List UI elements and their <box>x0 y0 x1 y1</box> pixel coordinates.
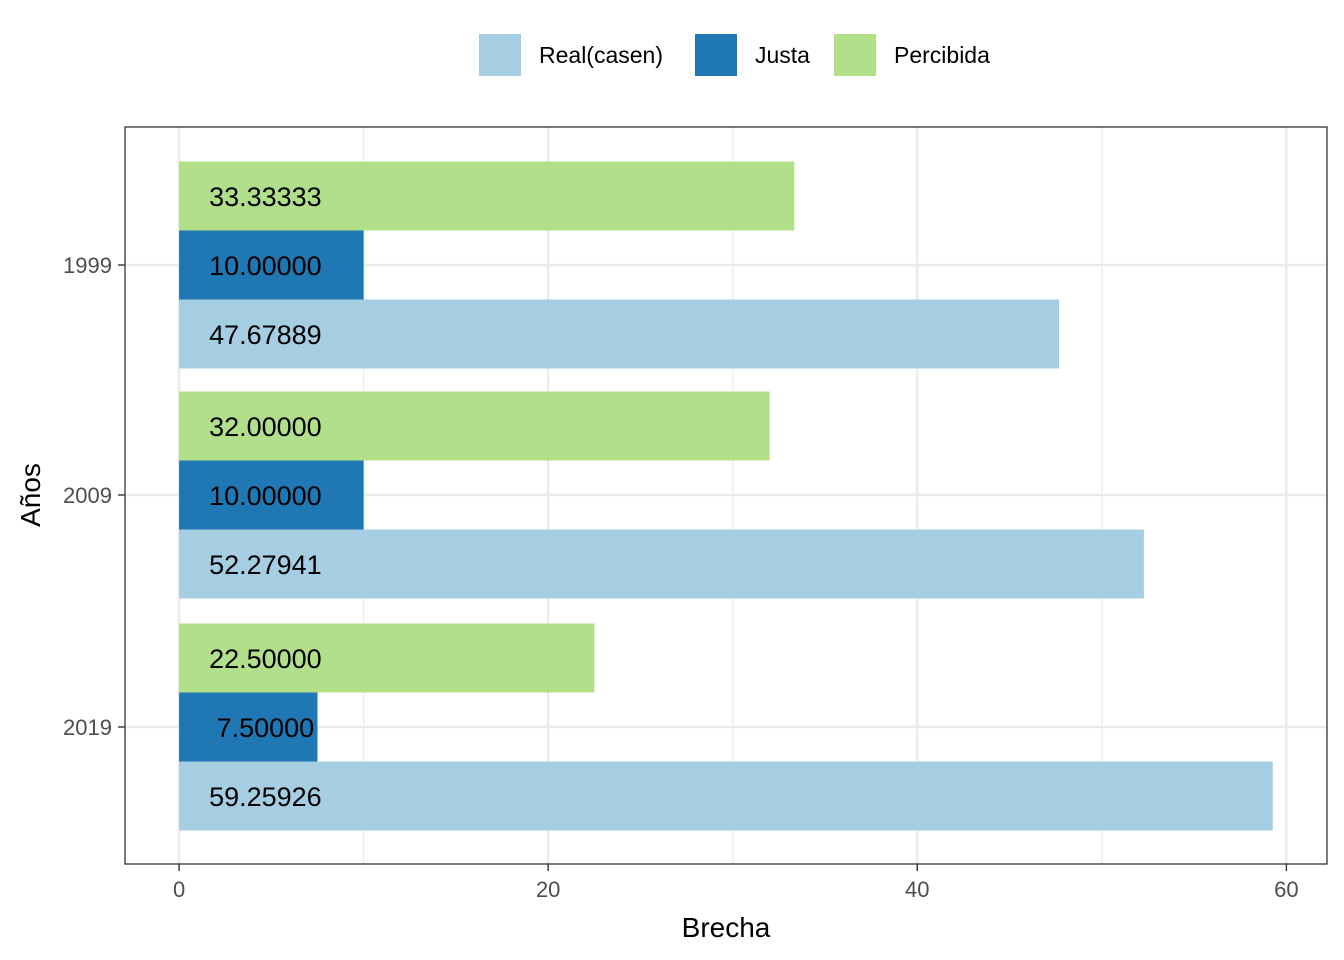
x-axis: 0 20 40 60 <box>173 864 1299 902</box>
bar <box>179 460 364 530</box>
y-tick-label: 1999 <box>63 253 112 278</box>
bar-value-label: 10.00000 <box>209 481 322 511</box>
bar <box>179 692 318 762</box>
bar <box>179 230 364 300</box>
x-tick-label: 60 <box>1274 877 1298 902</box>
legend-key <box>479 34 521 76</box>
bar-value-label: 33.33333 <box>209 182 322 212</box>
y-axis: 1999 2009 2019 <box>63 253 125 740</box>
legend-key <box>695 34 737 76</box>
bars <box>179 161 1273 831</box>
bar <box>179 161 795 231</box>
legend-label: Real(casen) <box>539 42 663 68</box>
legend-label: Justa <box>755 42 810 68</box>
bar-value-label: 7.50000 <box>209 713 314 743</box>
x-tick-label: 0 <box>173 877 185 902</box>
legend-key <box>834 34 876 76</box>
x-tick-label: 40 <box>905 877 929 902</box>
bar <box>179 761 1273 831</box>
bar <box>179 391 770 461</box>
bar-value-label: 59.25926 <box>209 782 322 812</box>
bar-value-label: 52.27941 <box>209 550 322 580</box>
bar-value-label: 22.50000 <box>209 644 322 674</box>
y-tick-label: 2009 <box>63 483 112 508</box>
bar <box>179 529 1144 599</box>
legend-label: Percibida <box>894 42 990 68</box>
x-axis-title: Brecha <box>682 912 771 943</box>
bar-value-label: 47.67889 <box>209 320 322 350</box>
bar-labels: 33.33333 10.00000 47.67889 32.00000 10.00000… <box>209 182 322 812</box>
bar-value-label: 10.00000 <box>209 251 322 281</box>
bar <box>179 299 1060 369</box>
legend: Real(casen) Justa Percibida <box>479 34 990 76</box>
bar-value-label: 32.00000 <box>209 412 322 442</box>
y-tick-label: 2019 <box>63 715 112 740</box>
bar <box>179 623 595 693</box>
x-tick-label: 20 <box>536 877 560 902</box>
y-axis-title: Años <box>15 463 46 527</box>
